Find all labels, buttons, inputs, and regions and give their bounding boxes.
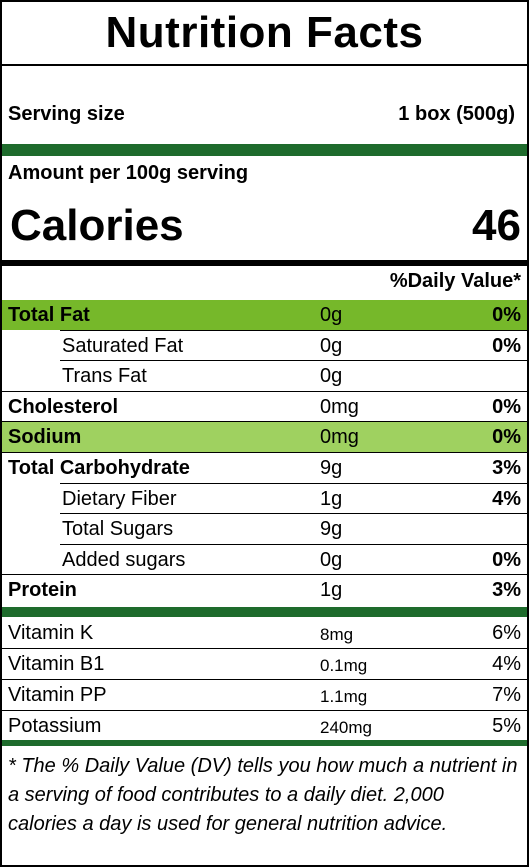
nutrient-name: Dietary Fiber <box>62 487 177 510</box>
nutrient-amount: 1g <box>320 579 343 602</box>
amount-per-serving: Amount per 100g serving <box>8 162 249 184</box>
row-separator <box>60 513 527 515</box>
nutrient-row: Total Sugars 9g <box>2 514 527 544</box>
nutrient-daily-value: 4% <box>492 487 521 510</box>
nutrient-amount: 1g <box>320 487 343 510</box>
nutrient-amount: 0mg <box>320 426 359 449</box>
row-separator <box>2 648 527 649</box>
nutrient-row: Dietary Fiber 1g 4% <box>2 484 527 514</box>
nutrient-name: Total Sugars <box>62 518 174 541</box>
nutrient-amount: 0mg <box>320 395 359 418</box>
row-separator <box>60 543 527 545</box>
nutrient-daily-value: 0% <box>492 548 521 571</box>
vitamin-name: Vitamin PP <box>8 684 107 706</box>
nutrient-name: Protein <box>8 579 77 602</box>
calories-value: 46 <box>472 201 521 250</box>
vitamin-name: Vitamin B1 <box>8 653 105 675</box>
vitamin-row: Vitamin B1 0.1mg 4% <box>2 649 527 679</box>
medium-divider <box>2 260 527 266</box>
vitamin-amount: 8mg <box>320 625 354 644</box>
nutrient-daily-value: 3% <box>492 579 521 602</box>
nutrient-row: Protein 1g 3% <box>2 575 527 605</box>
row-separator <box>60 360 527 362</box>
vitamin-amount: 1.1mg <box>320 687 368 706</box>
daily-value-header: %Daily Value* <box>389 270 521 292</box>
row-separator <box>2 452 527 453</box>
nutrient-name: Total Carbohydrate <box>8 457 190 479</box>
nutrient-amount: 0g <box>320 548 343 571</box>
row-separator <box>2 390 527 392</box>
nutrient-row: Saturated Fat 0g 0% <box>2 331 527 361</box>
nutrient-daily-value: 3% <box>492 457 521 479</box>
nutrient-row: Total Carbohydrate 9g 3% <box>2 453 527 483</box>
nutrient-name: Sodium <box>8 426 82 449</box>
vitamin-name: Vitamin K <box>8 622 94 644</box>
thick-divider <box>2 144 527 156</box>
row-separator <box>2 574 527 576</box>
row-separator <box>2 710 527 711</box>
thick-divider <box>2 607 527 617</box>
nutrient-name: Added sugars <box>62 548 186 571</box>
calories-label: Calories <box>10 201 184 250</box>
nutrient-name: Saturated Fat <box>62 334 184 357</box>
nutrient-amount: 0g <box>320 304 343 326</box>
vitamin-row: Vitamin PP 1.1mg 7% <box>2 680 527 710</box>
row-separator <box>60 329 527 331</box>
row-separator <box>60 482 527 484</box>
vitamin-daily-value: 5% <box>492 715 521 737</box>
row-separator <box>2 679 527 680</box>
nutrient-name: Total Fat <box>8 304 90 326</box>
vitamin-daily-value: 6% <box>492 622 521 644</box>
vitamin-amount: 240mg <box>320 718 372 737</box>
nutrient-name: Cholesterol <box>8 395 119 418</box>
nutrient-amount: 9g <box>320 518 343 541</box>
row-separator <box>2 421 527 423</box>
label-title: Nutrition Facts <box>105 8 424 57</box>
serving-size-value: 1 box (500g) <box>398 103 515 125</box>
vitamin-amount: 0.1mg <box>320 656 368 675</box>
nutrient-row: Total Fat 0g 0% <box>2 300 527 330</box>
nutrient-row: Added sugars 0g 0% <box>2 545 527 575</box>
nutrient-amount: 0g <box>320 334 343 357</box>
nutrient-daily-value: 0% <box>492 426 521 449</box>
nutrient-row: Sodium 0mg 0% <box>2 422 527 453</box>
nutrient-daily-value: 0% <box>492 304 521 326</box>
nutrient-daily-value: 0% <box>492 395 521 418</box>
vitamin-daily-value: 4% <box>492 653 521 675</box>
nutrient-daily-value: 0% <box>492 334 521 357</box>
vitamin-row: Potassium 240mg 5% <box>2 711 527 741</box>
nutrient-name: Trans Fat <box>62 365 147 388</box>
vitamin-daily-value: 7% <box>492 684 521 706</box>
nutrient-row: Trans Fat 0g <box>2 361 527 391</box>
vitamin-name: Potassium <box>8 715 102 737</box>
calories-row: Calories 46 <box>2 196 527 256</box>
footnote-divider <box>2 740 527 746</box>
footnote: * The % Daily Value (DV) tells you how m… <box>8 755 518 835</box>
serving-size-label: Serving size <box>8 103 125 125</box>
serving-size-row: Serving size 1 box (500g) <box>2 92 527 136</box>
nutrient-amount: 0g <box>320 365 343 388</box>
vitamin-row: Vitamin K 8mg 6% <box>2 618 527 648</box>
nutrient-row: Cholesterol 0mg 0% <box>2 392 527 422</box>
divider <box>2 64 527 66</box>
nutrient-amount: 9g <box>320 457 343 479</box>
